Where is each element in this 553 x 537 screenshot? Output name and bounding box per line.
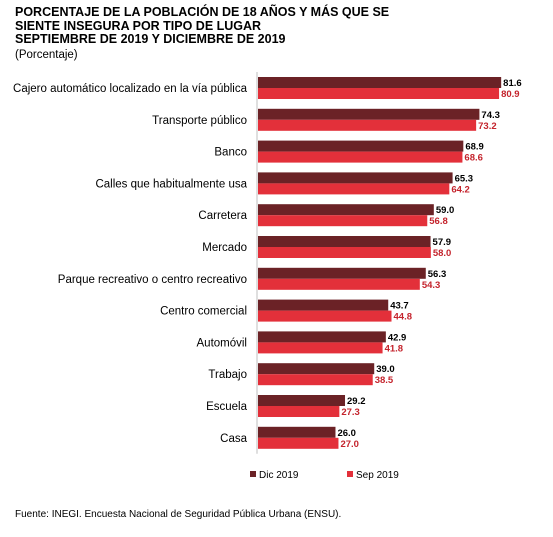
data-label-sep-2019: 54.3 [422,280,441,291]
category-label: Carretera [198,210,247,222]
category-label: Automóvil [197,337,248,349]
category-label: Calles que habitualmente usa [95,178,247,190]
data-label-sep-2019: 73.2 [478,121,497,132]
bar-chart: Cajero automático localizado en la vía p… [13,72,522,481]
bar-dic-2019 [258,363,375,375]
title-line-2: SIENTE INSEGURA POR TIPO DE LUGAR [15,18,262,33]
bar-dic-2019 [258,426,336,438]
bar-dic-2019 [258,77,502,88]
data-label-sep-2019: 27.3 [341,407,360,418]
bar-sep-2019 [258,342,383,354]
data-label-sep-2019: 41.8 [385,343,404,354]
bar-dic-2019 [258,236,431,247]
data-label-dic-2019: 56.3 [428,269,447,280]
category-label: Banco [214,147,247,159]
category-label: Transporte público [152,115,247,127]
bar-sep-2019 [258,406,340,417]
chart-subtitle: (Porcentaje) [15,49,78,61]
bar-sep-2019 [258,247,431,258]
bar-sep-2019 [258,88,500,99]
bar-dic-2019 [258,204,434,216]
data-label-sep-2019: 38.5 [375,375,394,386]
data-label-dic-2019: 68.9 [465,142,484,153]
bar-dic-2019 [258,395,346,406]
category-label: Trabajo [208,369,247,381]
category-label: Escuela [206,401,248,413]
bar-sep-2019 [258,437,339,449]
bar-dic-2019 [258,172,453,184]
data-label-dic-2019: 43.7 [390,301,409,312]
data-label-dic-2019: 65.3 [455,173,474,184]
data-label-sep-2019: 64.2 [451,184,470,195]
bar-sep-2019 [258,215,428,227]
data-label-sep-2019: 27.0 [340,439,359,450]
data-label-dic-2019: 42.9 [388,332,407,343]
bar-sep-2019 [258,374,373,386]
category-label: Cajero automático localizado en la vía p… [13,83,248,95]
category-label: Mercado [202,242,247,254]
title-line-1: PORCENTAJE DE LA POBLACIÓN DE 18 AÑOS Y … [15,5,390,19]
data-label-dic-2019: 81.6 [503,78,521,89]
bar-sep-2019 [258,119,477,131]
bar-dic-2019 [258,267,426,279]
bar-sep-2019 [258,183,450,195]
bar-dic-2019 [258,108,480,120]
data-label-dic-2019: 26.0 [337,428,356,439]
bar-dic-2019 [258,140,464,152]
title-line-3: SEPTIEMBRE DE 2019 Y DICIEMBRE DE 2019 [15,32,286,46]
category-label: Centro comercial [160,306,247,318]
chart-title: PORCENTAJE DE LA POBLACIÓN DE 18 AÑOS Y … [15,5,435,47]
legend-label-dic-2019: Dic 2019 [259,470,299,481]
bar-sep-2019 [258,310,392,322]
bar-sep-2019 [258,151,463,163]
legend-swatch-sep-2019 [347,471,353,477]
data-label-dic-2019: 59.0 [436,205,455,216]
data-label-sep-2019: 56.8 [429,216,448,227]
source-note: Fuente: INEGI. Encuesta Nacional de Segu… [15,509,342,520]
data-label-sep-2019: 68.6 [464,153,483,164]
legend-label-sep-2019: Sep 2019 [356,470,399,481]
category-label: Parque recreativo o centro recreativo [58,274,247,286]
data-label-dic-2019: 57.9 [433,237,452,248]
bar-sep-2019 [258,278,420,290]
data-label-sep-2019: 80.9 [501,89,520,100]
legend-swatch-dic-2019 [250,471,256,477]
data-label-sep-2019: 44.8 [394,312,413,323]
data-label-dic-2019: 74.3 [481,110,500,121]
data-label-sep-2019: 58.0 [433,248,452,259]
bar-dic-2019 [258,331,386,343]
category-label: Casa [220,433,247,445]
data-label-dic-2019: 29.2 [347,396,366,407]
data-label-dic-2019: 39.0 [376,364,395,375]
bar-dic-2019 [258,299,389,311]
